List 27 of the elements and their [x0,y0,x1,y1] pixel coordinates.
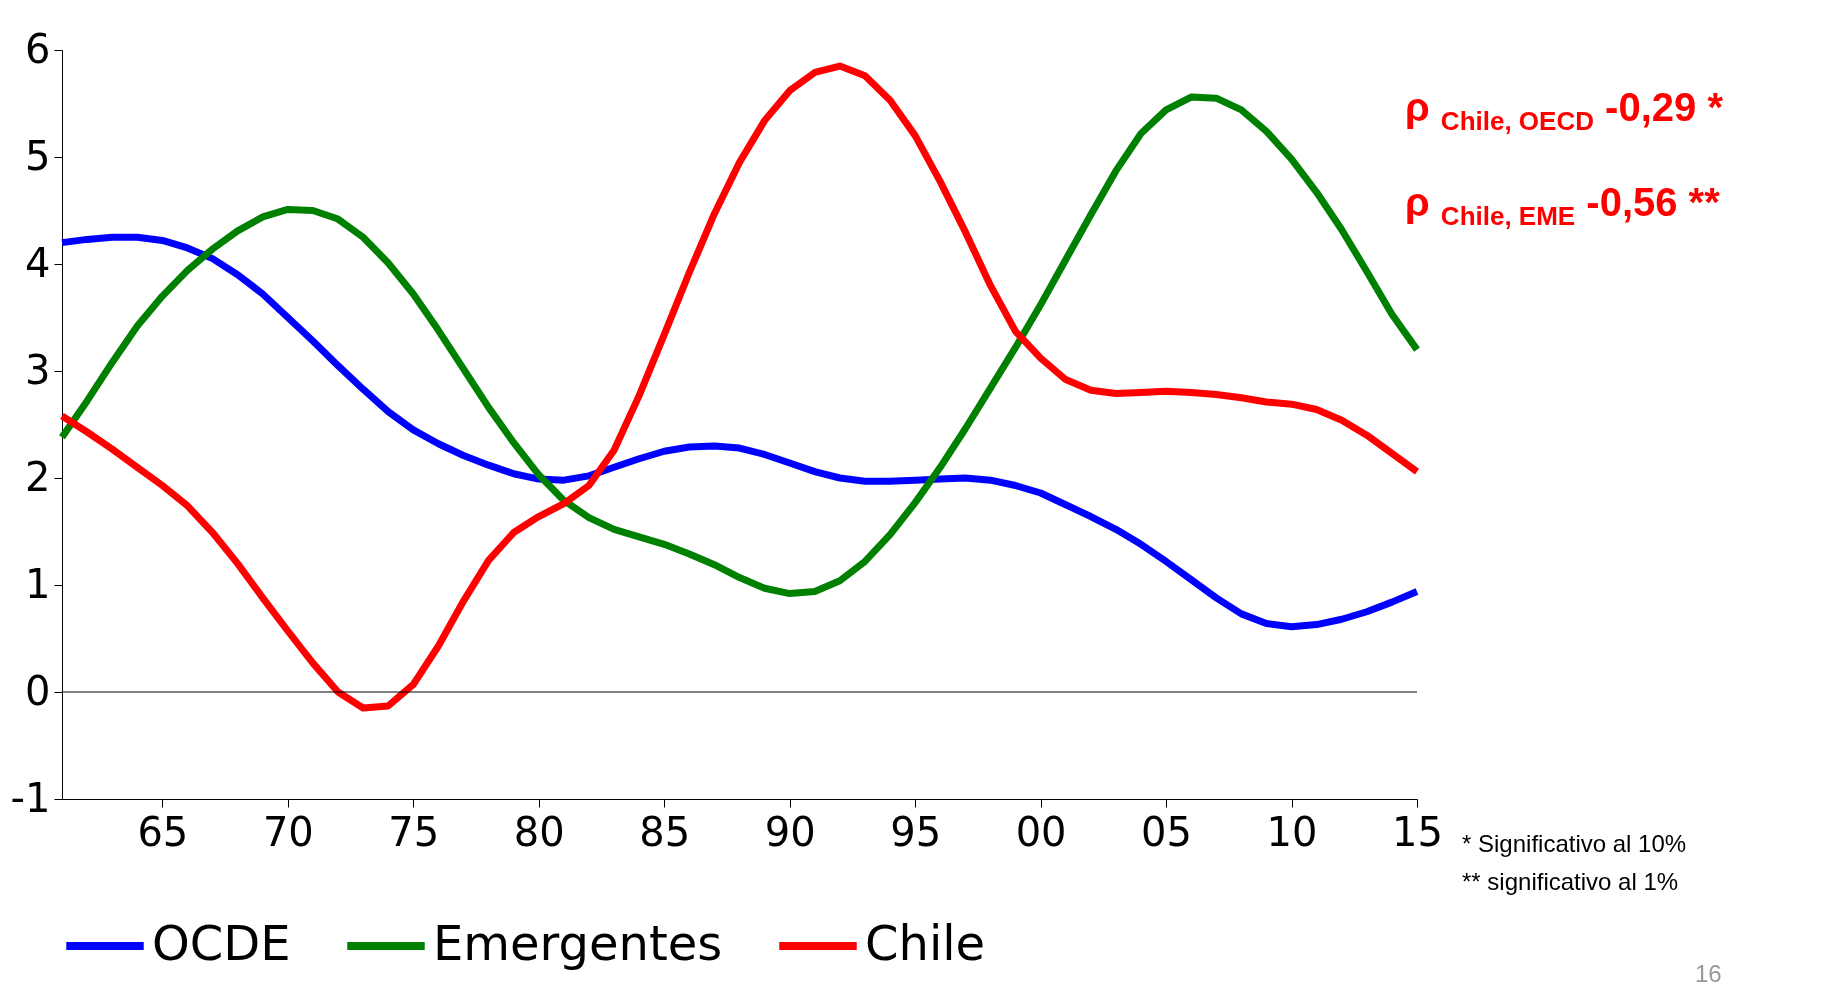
text: 16 [1695,960,1722,988]
x-tick-label: 05 [1141,808,1193,855]
x-tick-label: 90 [764,808,816,855]
annotation: ρ $_{Chile, EME}$ -0,56 ** [1405,180,1720,232]
y-tick-label: 1 [25,560,51,607]
y-tick-label: 2 [25,453,51,500]
y-tick-label: 6 [25,25,51,72]
x-tick-label: 70 [262,808,314,855]
x-tick-label: 00 [1015,808,1067,855]
x-tick-label: 95 [890,808,942,855]
text: * Significativo al 10% [1462,830,1687,858]
x-tick-label: 10 [1266,808,1318,855]
x-tick-label: 80 [513,808,565,855]
y-tick-label: 4 [25,239,51,286]
y-tick-label: 5 [25,132,51,179]
y-tick-label: 3 [25,346,51,393]
annotation: ρ $_{Chile, OECD}$ -0,29 * [1405,85,1723,137]
text: ** significativo al 1% [1462,868,1679,896]
legend-label: Chile [865,915,986,971]
x-tick-label: 15 [1392,808,1443,855]
legend-label: OCDE [152,915,291,971]
legend-label: Emergentes [433,915,723,971]
y-tick-label: 0 [25,667,51,714]
x-tick-label: 75 [388,808,440,855]
y-tick-label: -1 [10,774,51,821]
x-tick-label: 65 [137,808,189,855]
x-tick-label: 85 [639,808,691,855]
